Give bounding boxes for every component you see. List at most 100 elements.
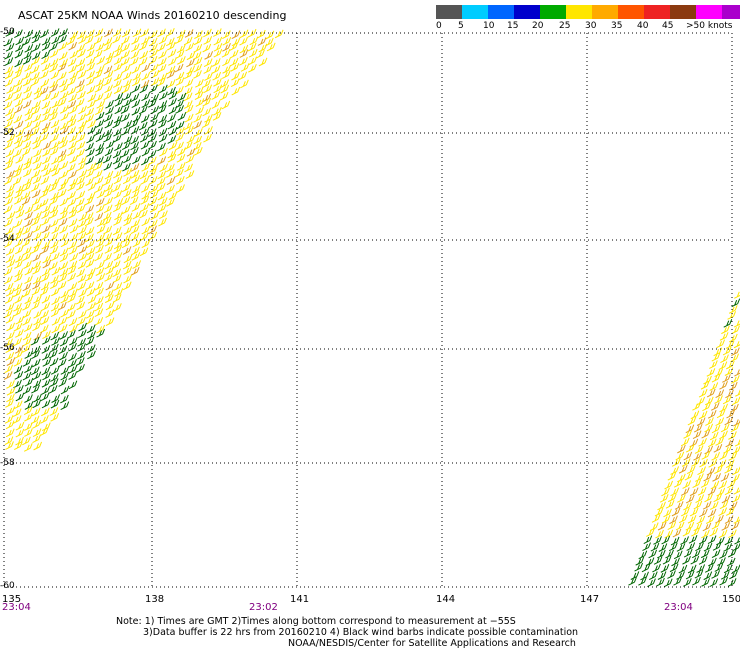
wind-barb [699,458,708,468]
wind-barb [14,98,24,108]
wind-barb [22,309,32,319]
wind-barb [204,51,214,60]
wind-barb [724,367,734,376]
wind-barb [95,78,105,87]
wind-barb [222,65,231,74]
wind-barb [95,197,105,207]
wind-barb [719,500,729,510]
wind-barb [193,70,202,79]
wind-barb [105,309,115,318]
wind-barb [14,120,24,130]
wind-barb [4,436,14,446]
wind-barb [5,420,15,430]
wind-barb [176,29,186,39]
wind-barb [75,198,85,207]
wind-barb [157,105,167,114]
wind-barb [13,169,22,178]
scale-swatch-0 [436,5,462,19]
wind-barb [4,37,13,47]
wind-barb [149,203,159,213]
wind-barb [69,177,79,187]
wind-barb [167,149,177,159]
wind-barb [700,549,710,559]
wind-barb [14,350,23,359]
wind-barb [707,438,717,448]
wind-barb [131,203,141,212]
wind-barb [96,218,106,228]
wind-barb [87,302,96,311]
wind-barb [713,493,723,503]
scale-label-4: 20 [532,21,544,31]
wind-barb [94,252,104,262]
wind-barb [702,402,711,412]
wind-barb [683,451,693,461]
wind-barb [68,246,78,255]
wind-barb [69,323,79,333]
wind-barb [141,162,151,172]
wind-barb [32,100,42,109]
wind-barb [121,183,131,193]
wind-barb [731,375,740,384]
wind-barb [42,254,52,264]
wind-barb [76,204,86,214]
wind-barb [193,63,203,73]
wind-barb [686,465,696,475]
wind-barb [140,175,150,185]
wind-barb [41,386,51,395]
wind-barb [708,557,717,567]
wind-barb [112,155,122,165]
wind-barb [157,156,167,165]
wind-barb [167,113,176,123]
wind-barb [68,282,78,291]
wind-barb [689,507,699,517]
wind-barb [157,142,166,152]
wind-barb [32,275,42,285]
wind-barb [166,184,175,194]
wind-barb [213,78,222,87]
wind-barb [140,140,150,150]
wind-barb [132,155,141,165]
wind-barb [213,36,223,46]
wind-barb [24,29,34,39]
wind-barb [15,428,25,438]
wind-barb [149,49,158,58]
wind-barb [140,203,150,212]
wind-barb [222,30,231,40]
wind-barb [177,92,187,102]
wind-barb [140,156,150,166]
wind-barb [103,77,112,87]
wind-barb [41,50,51,60]
wind-barb [157,43,166,52]
wind-barb [687,416,697,426]
wind-barb [76,176,86,185]
wind-barb [132,113,142,123]
wind-barb [719,332,729,341]
wind-barb [220,84,230,94]
wind-barb [149,84,158,93]
wind-barb [701,429,711,439]
wind-barb [230,62,240,72]
wind-barb [68,170,77,179]
wind-barb [693,522,703,532]
wind-barb [6,386,16,396]
wind-barb [6,380,15,389]
scale-label-2: 10 [483,21,495,31]
wind-barb [42,351,51,361]
wind-barb [60,83,69,93]
wind-barb [177,56,186,65]
wind-barb [14,294,24,304]
wind-barb [704,564,714,573]
wind-barb [50,70,60,80]
wind-barb [12,415,22,424]
wind-barb [4,197,14,206]
wind-barb [3,371,13,380]
wind-barb [24,211,33,221]
wind-barb [221,49,231,58]
wind-barb [113,282,123,291]
wind-barb [22,246,32,256]
wind-barb [697,487,707,496]
wind-barb [130,232,140,241]
wind-barb [59,161,69,170]
wind-barb [231,71,240,81]
wind-barb [711,352,721,362]
